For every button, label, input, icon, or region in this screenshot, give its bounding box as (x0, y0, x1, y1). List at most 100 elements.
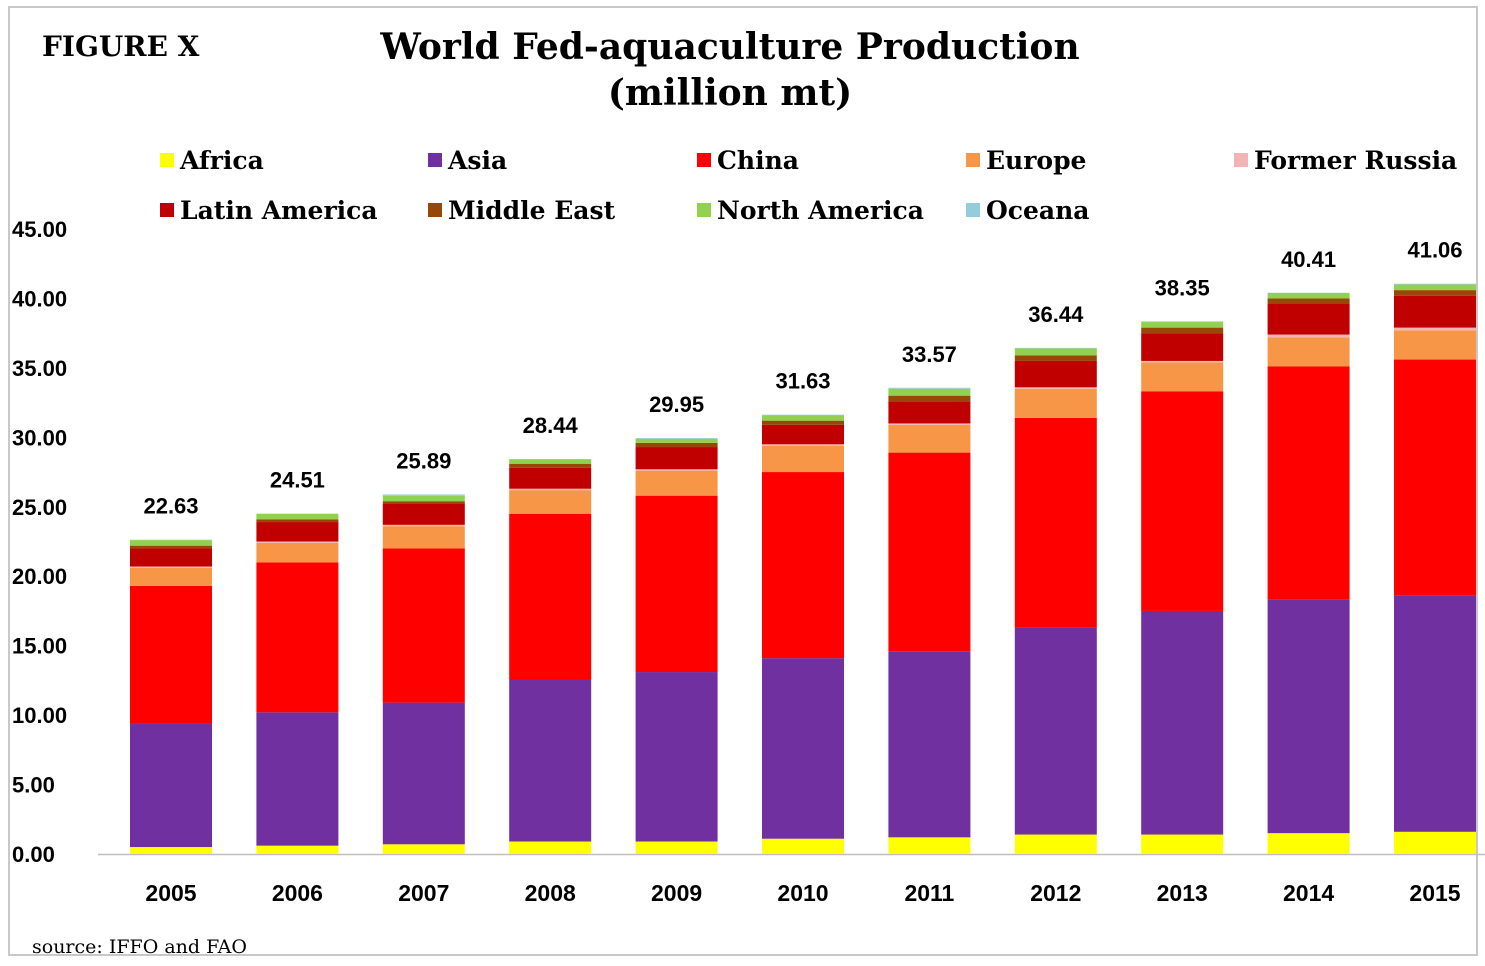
bar-latin-america-2008 (509, 467, 592, 489)
bar-stack-2010 (762, 414, 844, 854)
bar-africa-2005 (130, 847, 212, 854)
bar-asia-2007 (382, 702, 465, 845)
bar-africa-2013 (1141, 834, 1224, 854)
bar-middle-east-2011 (888, 395, 971, 402)
chart-title-main: World Fed-aquaculture Production (380, 26, 1080, 68)
total-label-2008: 28.44 (523, 413, 579, 438)
bar-africa-2009 (635, 841, 718, 854)
bar-stack-2007 (382, 494, 465, 854)
bar-latin-america-2015 (1394, 295, 1476, 328)
bar-latin-america-2006 (256, 522, 339, 542)
legend-item-middle-east: Middle East (428, 196, 615, 225)
bar-stack-2009 (635, 438, 718, 854)
bar-africa-2006 (256, 845, 339, 854)
legend-swatch (966, 153, 980, 167)
y-tick-label: 5.00 (12, 773, 55, 798)
chart-subtitle: (million mt) (607, 72, 853, 114)
bar-north-america-2015 (1394, 284, 1476, 291)
bar-africa-2014 (1267, 833, 1350, 854)
x-tick-label: 2013 (1157, 880, 1208, 906)
bar-middle-east-2014 (1267, 298, 1350, 304)
x-tick-label: 2007 (398, 880, 449, 906)
y-tick-label: 0.00 (12, 842, 55, 867)
y-tick-label: 45.00 (12, 217, 67, 242)
bar-stack-2012 (1014, 347, 1097, 854)
bar-former-russia-2007 (382, 524, 465, 527)
bar-former-russia-2006 (256, 541, 339, 543)
bar-europe-2013 (1141, 362, 1224, 392)
bar-stack-2005 (130, 539, 212, 854)
bar-europe-2015 (1394, 330, 1476, 360)
bar-china-2011 (888, 452, 971, 652)
bar-north-america-2012 (1014, 348, 1097, 356)
bar-latin-america-2005 (130, 548, 212, 567)
bar-latin-america-2007 (382, 504, 465, 525)
bar-oceana-2009 (635, 438, 718, 439)
bar-stack-2008 (509, 459, 592, 854)
bar-china-2007 (382, 548, 465, 703)
legend-label: Middle East (448, 196, 616, 225)
total-label-2011: 33.57 (902, 342, 957, 367)
total-label-2005: 22.63 (143, 494, 198, 519)
bar-former-russia-2010 (762, 444, 844, 446)
legend-label: Africa (180, 146, 264, 175)
bar-latin-america-2014 (1267, 304, 1350, 335)
bar-middle-east-2012 (1014, 355, 1097, 361)
x-tick-label: 2014 (1283, 880, 1334, 906)
bar-north-america-2008 (509, 459, 592, 464)
bar-asia-2008 (509, 679, 592, 842)
bar-africa-2007 (382, 844, 465, 854)
bar-europe-2010 (762, 445, 844, 473)
bar-former-russia-2014 (1267, 334, 1350, 338)
chart-frame (8, 6, 1478, 956)
bar-middle-east-2013 (1141, 327, 1224, 334)
bar-africa-2008 (509, 841, 592, 854)
legend-label: Europe (986, 146, 1087, 175)
bar-former-russia-2009 (635, 469, 718, 471)
legend-label: Former Russia (1254, 146, 1458, 175)
y-tick-label: 30.00 (12, 425, 67, 450)
bar-north-america-2010 (762, 415, 844, 421)
total-label-2007: 25.89 (396, 448, 451, 473)
legend-label: Latin America (180, 196, 378, 225)
legend-swatch (697, 153, 711, 167)
bar-stack-2015 (1394, 283, 1476, 854)
bar-oceana-2013 (1141, 321, 1224, 323)
legend-label: North America (717, 196, 924, 225)
bar-china-2015 (1394, 359, 1476, 596)
bar-latin-america-2011 (888, 401, 971, 424)
bar-middle-east-2006 (256, 519, 339, 523)
legend-label: Asia (448, 146, 508, 175)
bar-stack-2011 (888, 387, 971, 854)
bar-europe-2006 (256, 542, 339, 563)
y-tick-label: 10.00 (12, 703, 67, 728)
bar-asia-2006 (256, 712, 339, 846)
legend-label: Oceana (986, 196, 1090, 225)
bar-china-2006 (256, 562, 339, 713)
figure-label: FIGURE X (42, 30, 200, 63)
bar-middle-east-2015 (1394, 290, 1476, 296)
bar-latin-america-2010 (762, 424, 844, 445)
x-tick-label: 2005 (145, 880, 196, 906)
bar-oceana-2007 (382, 494, 465, 496)
bar-asia-2015 (1394, 595, 1476, 832)
bar-europe-2007 (382, 526, 465, 549)
bar-china-2014 (1267, 366, 1350, 600)
bar-europe-2008 (509, 490, 592, 514)
bar-stack-2006 (256, 513, 339, 854)
legend-item-latin-america: Latin America (160, 196, 378, 225)
total-label-2014: 40.41 (1281, 247, 1336, 272)
bar-europe-2011 (888, 424, 971, 453)
total-label-2015: 41.06 (1407, 238, 1462, 263)
bar-middle-east-2007 (382, 501, 465, 504)
bar-former-russia-2015 (1394, 327, 1476, 331)
bar-former-russia-2013 (1141, 360, 1224, 363)
bar-middle-east-2005 (130, 545, 212, 549)
bar-stack-2014 (1267, 292, 1350, 854)
bar-asia-2009 (635, 672, 718, 842)
bar-asia-2014 (1267, 599, 1350, 834)
bar-china-2005 (130, 585, 212, 724)
bar-latin-america-2012 (1014, 360, 1097, 388)
y-tick-label: 35.00 (12, 356, 67, 381)
